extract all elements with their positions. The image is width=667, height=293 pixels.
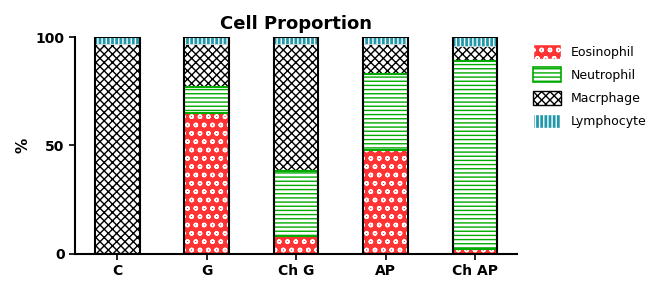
Bar — [274, 236, 319, 253]
Bar — [452, 46, 497, 61]
Bar — [185, 113, 229, 253]
Bar — [452, 61, 497, 249]
Bar — [363, 37, 408, 253]
Bar — [274, 37, 319, 44]
Bar — [95, 37, 140, 44]
Legend: Eosinophil, Neutrophil, Macrphage, Lymphocyte: Eosinophil, Neutrophil, Macrphage, Lymph… — [528, 39, 651, 133]
Bar — [452, 37, 497, 46]
Bar — [274, 44, 319, 171]
Y-axis label: %: % — [15, 138, 30, 153]
Title: Cell Proportion: Cell Proportion — [220, 15, 372, 33]
Bar — [95, 37, 140, 253]
Bar — [95, 44, 140, 253]
Bar — [185, 87, 229, 113]
Bar — [363, 74, 408, 150]
Bar — [274, 171, 319, 236]
Bar — [452, 249, 497, 253]
Bar — [363, 44, 408, 74]
Bar — [185, 37, 229, 253]
Bar — [185, 87, 229, 113]
Bar — [363, 74, 408, 150]
Bar — [452, 37, 497, 253]
Bar — [274, 37, 319, 253]
Bar — [363, 37, 408, 44]
Bar — [363, 150, 408, 253]
Bar — [452, 61, 497, 249]
Bar — [185, 44, 229, 87]
Bar — [274, 171, 319, 236]
Bar — [185, 37, 229, 44]
